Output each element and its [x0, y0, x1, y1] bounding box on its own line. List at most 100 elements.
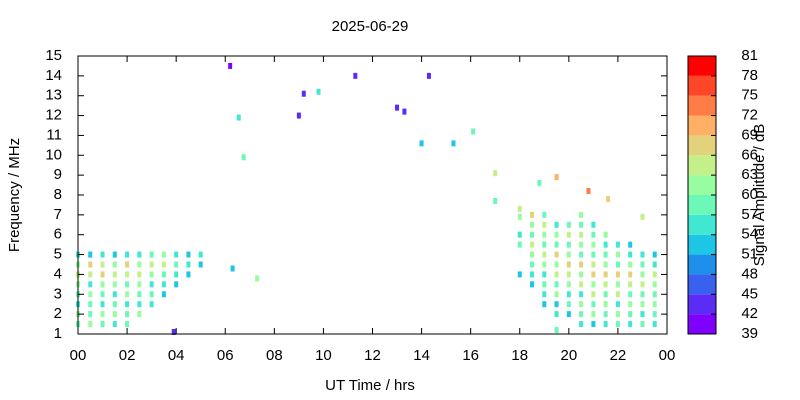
- signal-point: [530, 271, 535, 278]
- signal-point: [100, 321, 105, 328]
- signal-point: [652, 321, 657, 328]
- colorbar-band: [688, 195, 716, 215]
- signal-point: [174, 271, 179, 278]
- colorbar-band: [688, 314, 716, 334]
- signal-point: [603, 291, 608, 298]
- x-tick-label: 10: [315, 347, 332, 364]
- signal-point: [125, 281, 130, 288]
- signal-point: [186, 261, 191, 268]
- signal-point: [149, 251, 154, 258]
- signal-point: [161, 251, 166, 258]
- chart-title: 2025-06-29: [332, 18, 409, 35]
- signal-point: [530, 241, 535, 248]
- signal-point: [579, 211, 584, 218]
- signal-point: [603, 301, 608, 308]
- signal-point: [426, 72, 431, 79]
- signal-point: [112, 251, 117, 258]
- signal-point: [161, 291, 166, 298]
- signal-point: [137, 311, 142, 318]
- signal-point: [149, 301, 154, 308]
- signal-point: [579, 321, 584, 328]
- signal-point: [640, 301, 645, 308]
- colorbar-tick-label: 54: [741, 226, 758, 243]
- signal-point: [112, 321, 117, 328]
- signal-point: [542, 251, 547, 258]
- signal-point: [603, 231, 608, 238]
- signal-point: [579, 291, 584, 298]
- y-axis-label: Frequency / MHz: [6, 138, 23, 252]
- y-tick-label: 5: [54, 246, 62, 263]
- colorbar-band: [688, 155, 716, 176]
- signal-point: [615, 281, 620, 288]
- colorbar-tick-label: 57: [741, 206, 758, 223]
- signal-point: [230, 265, 235, 272]
- colorbar-band: [688, 115, 716, 136]
- signal-point: [615, 301, 620, 308]
- signal-point: [161, 261, 166, 268]
- y-tick-label: 15: [45, 47, 62, 64]
- signal-point: [603, 241, 608, 248]
- signal-point: [566, 291, 571, 298]
- y-tick-label: 13: [45, 87, 62, 104]
- signal-point: [493, 197, 498, 204]
- signal-point: [451, 140, 456, 147]
- signal-point: [606, 195, 611, 202]
- signal-point: [112, 261, 117, 268]
- signal-point: [628, 241, 633, 248]
- signal-point: [579, 301, 584, 308]
- signal-point: [530, 231, 535, 238]
- signal-point: [591, 251, 596, 258]
- signal-point: [88, 281, 93, 288]
- signal-point: [198, 251, 203, 258]
- signal-point: [125, 271, 130, 278]
- x-tick-label: 06: [217, 347, 234, 364]
- signal-point: [554, 327, 559, 334]
- signal-point: [530, 251, 535, 258]
- x-tick-label: 00: [70, 347, 87, 364]
- signal-point: [149, 291, 154, 298]
- signal-point: [652, 311, 657, 318]
- y-tick-label: 4: [54, 265, 62, 282]
- signal-point: [579, 271, 584, 278]
- signal-point: [517, 241, 522, 248]
- colorbar-tick-label: 45: [741, 285, 758, 302]
- colorbar-tick-label: 48: [741, 265, 758, 282]
- x-tick-label: 02: [119, 347, 136, 364]
- x-tick-label: 14: [413, 347, 430, 364]
- signal-point: [615, 271, 620, 278]
- signal-point: [228, 62, 233, 69]
- colorbar-tick-label: 72: [741, 107, 758, 124]
- colorbar-band: [688, 75, 716, 96]
- signal-point: [554, 271, 559, 278]
- signal-point: [493, 170, 498, 177]
- signal-point: [125, 261, 130, 268]
- signal-point: [579, 281, 584, 288]
- signal-point: [419, 140, 424, 147]
- signal-point: [628, 271, 633, 278]
- x-tick-label: 04: [168, 347, 185, 364]
- signal-point: [125, 311, 130, 318]
- signal-point: [615, 311, 620, 318]
- signal-point: [100, 311, 105, 318]
- signal-point: [628, 251, 633, 258]
- signal-point: [579, 221, 584, 228]
- signal-point: [125, 291, 130, 298]
- signal-point: [100, 281, 105, 288]
- signal-point: [236, 114, 241, 121]
- y-tick-label: 3: [54, 285, 62, 302]
- signal-point: [554, 291, 559, 298]
- signal-point: [296, 112, 301, 119]
- colorbar-tick-label: 81: [741, 47, 758, 64]
- signal-point: [603, 321, 608, 328]
- signal-point: [579, 231, 584, 238]
- signal-point: [530, 221, 535, 228]
- plot-frame: [77, 55, 668, 335]
- signal-point: [615, 291, 620, 298]
- signal-point: [112, 311, 117, 318]
- x-axis-label: UT Time / hrs: [325, 377, 415, 394]
- signal-point: [615, 241, 620, 248]
- signal-point: [88, 321, 93, 328]
- signal-point: [591, 241, 596, 248]
- signal-point: [640, 321, 645, 328]
- signal-point: [137, 301, 142, 308]
